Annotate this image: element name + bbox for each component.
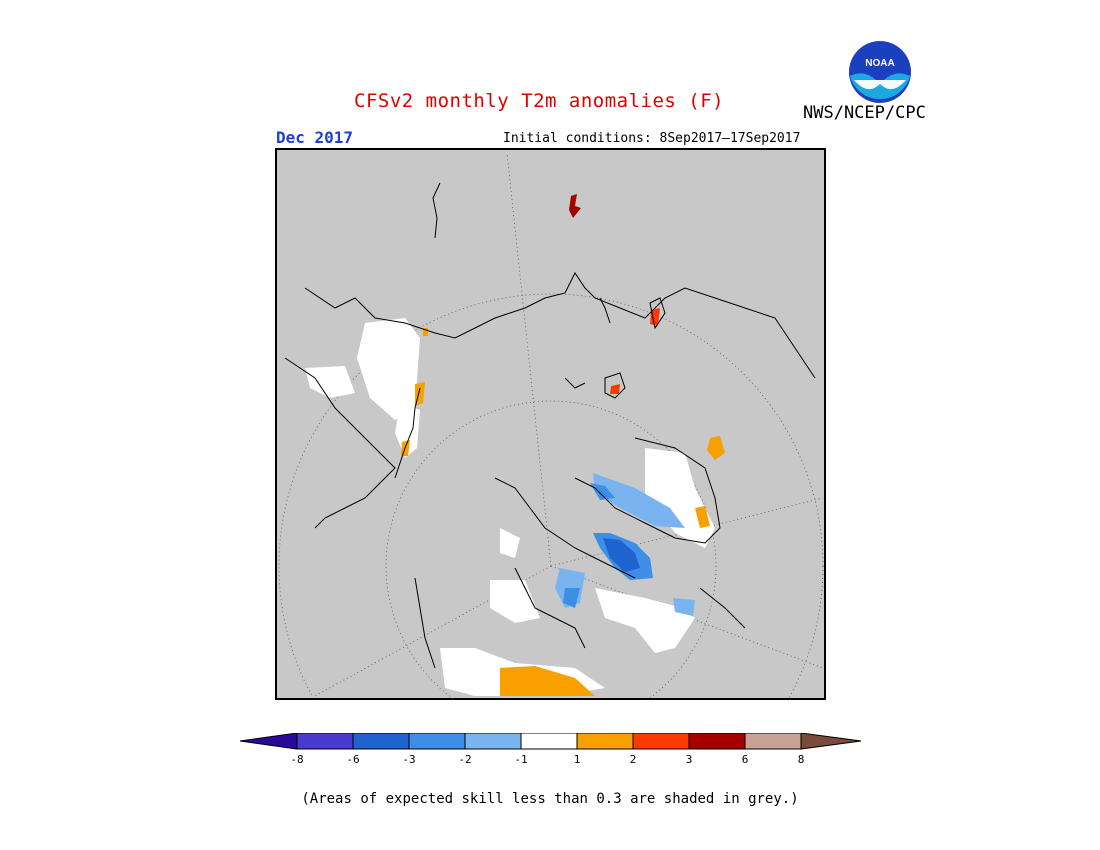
coastlines <box>284 182 816 669</box>
initial-conditions: Initial conditions: 8Sep2017–17Sep2017 <box>503 131 801 146</box>
colorbar-tick-label: -1 <box>514 753 527 766</box>
logo-text: NOAA <box>865 58 894 69</box>
colorbar-tick-label: 3 <box>686 753 693 766</box>
map-frame <box>275 148 826 700</box>
colorbar-segment <box>296 732 354 750</box>
anomaly-plus2 <box>610 308 660 394</box>
colorbar-segment <box>632 732 690 750</box>
colorbar-segment <box>688 732 746 750</box>
colorbar-segment <box>744 732 802 750</box>
colorbar-tick-label: 2 <box>630 753 637 766</box>
noaa-logo: NOAA <box>848 40 912 104</box>
colorbar-segment <box>520 732 578 750</box>
colorbar-tick-label: -2 <box>458 753 471 766</box>
colorbar-tick-label: 8 <box>798 753 805 766</box>
noaa-logo-icon: NOAA <box>849 41 911 103</box>
target-month: Dec 2017 <box>276 128 354 147</box>
skill-note: (Areas of expected skill less than 0.3 a… <box>301 791 799 807</box>
polar-map <box>275 148 826 839</box>
organization-label: NWS/NCEP/CPC <box>803 103 926 123</box>
colorbar: -8 -6 -3 -2 -1 1 2 3 6 8 <box>238 732 862 773</box>
colorbar-tick-label: 1 <box>574 753 581 766</box>
colorbar-tick-label: -3 <box>402 753 415 766</box>
colorbar-segment <box>408 732 466 750</box>
chart-title: CFSv2 monthly T2m anomalies (F) <box>354 90 725 112</box>
colorbar-tick-label: 6 <box>742 753 749 766</box>
anomaly-minus3 <box>603 538 640 572</box>
colorbar-tick-label: -6 <box>346 753 359 766</box>
colorbar-tick-label: -8 <box>290 753 303 766</box>
anomaly-plus3 <box>569 194 581 218</box>
colorbar-segment <box>352 732 410 750</box>
colorbar-segment <box>576 732 634 750</box>
colorbar-segment <box>464 732 522 750</box>
colorbar-under-triangle <box>239 732 298 750</box>
near-normal-areas <box>305 318 715 696</box>
colorbar-over-triangle <box>800 732 862 750</box>
